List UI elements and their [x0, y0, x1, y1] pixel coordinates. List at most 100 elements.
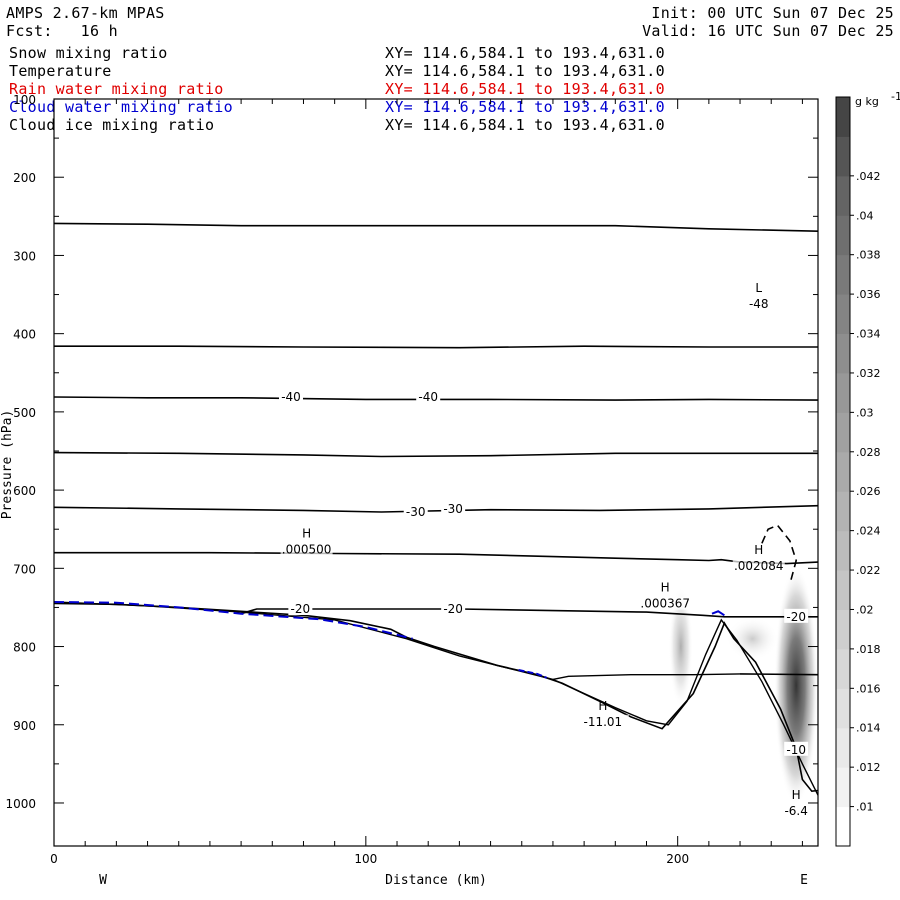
extremum-value-bg — [576, 714, 629, 728]
colorbar-label: .018 — [856, 643, 881, 656]
extremum-value: -6.4 — [784, 804, 807, 818]
field-coordinates: XY= 114.6,584.1 to 193.4,631.0 — [385, 116, 665, 134]
colorbar-swatch — [836, 294, 850, 335]
valid-time: Valid: 16 UTC Sun 07 Dec 25 — [642, 22, 894, 40]
west-label: W — [99, 873, 107, 888]
extremum-marker: H — [661, 581, 670, 595]
extremum-value: .002084 — [734, 559, 784, 573]
colorbar-label: .014 — [856, 722, 881, 735]
colorbar-label: .03 — [856, 406, 874, 419]
colorbar-units-exponent: -1 — [891, 90, 900, 103]
colorbar-swatch — [836, 609, 850, 650]
colorbar-swatch — [836, 727, 850, 768]
colorbar-swatch — [836, 254, 850, 295]
colorbar-swatch — [836, 491, 850, 532]
colorbar-label: .038 — [856, 249, 881, 262]
contour-label: -40 — [418, 390, 438, 404]
contour-label-bg — [416, 389, 441, 404]
colorbar-label: .032 — [856, 367, 881, 380]
temperature-contour — [54, 504, 818, 513]
temperature-contour — [552, 673, 741, 681]
colorbar-label: .024 — [856, 525, 881, 538]
x-tick-label: 100 — [354, 852, 377, 866]
contour-label: -10 — [786, 743, 806, 757]
x-tick-label: 0 — [50, 852, 58, 866]
y-tick-label: 400 — [13, 328, 36, 342]
contour-label-bg — [784, 741, 809, 756]
temperature-contour — [54, 551, 818, 565]
y-tick-label: 100 — [13, 93, 36, 107]
colorbar-swatch — [836, 215, 850, 256]
extremum-marker: H — [754, 543, 763, 557]
contour-label: -20 — [443, 602, 463, 616]
y-tick-label: 600 — [13, 484, 36, 498]
contour-label: -30 — [406, 505, 426, 519]
y-tick-label: 200 — [13, 171, 36, 185]
temperature-contour — [54, 345, 818, 349]
extremum-marker: H — [598, 699, 607, 713]
field-name: Snow mixing ratio — [9, 44, 168, 62]
colorbar-swatch — [836, 97, 850, 137]
colorbar-label: .028 — [856, 446, 881, 459]
field-coordinates: XY= 114.6,584.1 to 193.4,631.0 — [385, 44, 665, 62]
colorbar-units: g kg — [855, 95, 879, 108]
y-tick-label: 500 — [13, 406, 36, 420]
colorbar-label: .036 — [856, 288, 881, 301]
contour-label: -20 — [786, 610, 806, 624]
extremum-value: .000500 — [282, 543, 332, 557]
model-title: AMPS 2.67-km MPAS — [6, 4, 165, 22]
field-coordinates: XY= 114.6,584.1 to 193.4,631.0 — [385, 62, 665, 80]
extremum-value-bg — [639, 596, 692, 610]
field-name: Temperature — [9, 62, 112, 80]
extremum-value-bg — [732, 297, 785, 311]
extremum-value: -48 — [749, 297, 769, 311]
colorbar-label: .026 — [856, 485, 881, 498]
colorbar-label: .016 — [856, 682, 881, 695]
colorbar-label: .012 — [856, 761, 881, 774]
east-label: E — [800, 873, 808, 888]
colorbar-swatch — [836, 688, 850, 729]
field-name: Rain water mixing ratio — [9, 80, 224, 98]
extremum-value: .000367 — [640, 597, 690, 611]
field-name: Cloud water mixing ratio — [9, 98, 233, 116]
field-coordinates: XY= 114.6,584.1 to 193.4,631.0 — [385, 98, 665, 116]
snow-shading — [774, 565, 818, 806]
colorbar-swatch — [836, 648, 850, 689]
y-tick-label: 900 — [13, 719, 36, 733]
colorbar-label: .04 — [856, 209, 874, 222]
field-name: Cloud ice mixing ratio — [9, 116, 215, 134]
x-tick-label: 200 — [666, 852, 689, 866]
contour-label-bg — [441, 600, 466, 615]
extremum-value-bg — [770, 803, 823, 817]
colorbar-label: .01 — [856, 801, 874, 814]
extremum-marker: L — [755, 281, 762, 295]
colorbar-label: .02 — [856, 603, 874, 616]
contour-label-bg — [441, 500, 466, 515]
ground-line — [54, 601, 818, 796]
colorbar-swatch — [836, 372, 850, 413]
colorbar-swatch — [836, 530, 850, 571]
extremum-marker: H — [792, 788, 801, 802]
colorbar-swatch — [836, 806, 850, 847]
y-tick-label: 700 — [13, 562, 36, 576]
colorbar-swatch — [836, 570, 850, 610]
surface-pressure-line — [54, 602, 818, 793]
cloud-water-contour — [711, 610, 725, 617]
contour-label-bg — [288, 600, 313, 615]
extremum-value-bg — [732, 559, 785, 573]
cloud-water-contour — [518, 669, 548, 679]
contour-label-bg — [784, 608, 809, 623]
colorbar-swatch — [836, 451, 850, 492]
contour-label-bg — [278, 389, 303, 404]
temperature-contour — [739, 673, 818, 676]
colorbar-frame — [835, 96, 851, 847]
colorbar-swatch — [836, 136, 850, 177]
forecast-hour: Fcst: 16 h — [6, 22, 118, 40]
colorbar-swatch — [836, 333, 850, 374]
extremum-value-bg — [280, 542, 333, 556]
colorbar-label: .042 — [856, 170, 881, 183]
y-tick-label: 1000 — [5, 797, 36, 811]
colorbar-swatch — [836, 412, 850, 453]
y-tick-label: 300 — [13, 249, 36, 263]
